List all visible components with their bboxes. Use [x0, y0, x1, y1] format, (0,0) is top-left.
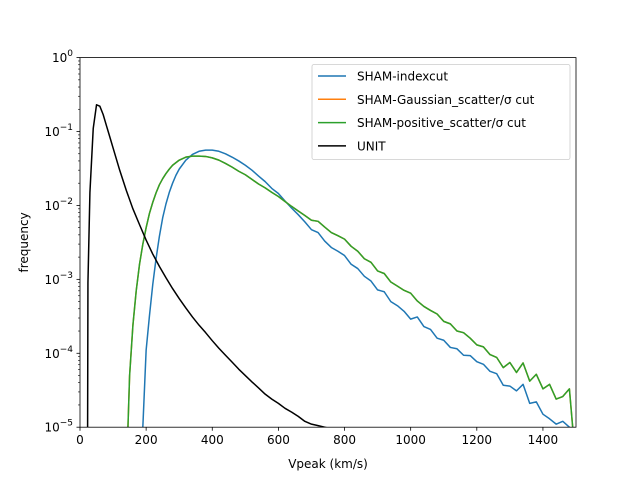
y-tick-label: 10−4 — [44, 345, 73, 361]
legend-label-2: SHAM-positive_scatter/σ cut — [357, 116, 526, 130]
series-line-2 — [127, 155, 574, 428]
x-axis-label: Vpeak (km/s) — [288, 457, 368, 471]
y-tick-label: 10−1 — [44, 123, 73, 139]
x-tick-label: 600 — [267, 433, 290, 447]
y-tick-label: 100 — [52, 49, 73, 65]
legend-frame — [311, 64, 571, 160]
legend-label-0: SHAM-indexcut — [357, 70, 448, 84]
x-axis-ticks: 0 200 400 600 800 1000 1200 1400 — [76, 427, 558, 447]
plot-frame — [79, 57, 577, 428]
x-tick-label: 0 — [76, 433, 84, 447]
series-layer — [86, 104, 574, 428]
y-tick-label: 10−3 — [44, 271, 73, 287]
x-tick-label: 1400 — [528, 433, 559, 447]
x-tick-label: 200 — [135, 433, 158, 447]
y-axis-label: frequency — [17, 212, 31, 272]
y-tick-label: 10−2 — [44, 197, 73, 213]
y-tick-label: 10−5 — [44, 419, 73, 435]
x-tick-label: 1000 — [395, 433, 426, 447]
series-line-3 — [86, 104, 328, 428]
x-tick-label: 1200 — [462, 433, 493, 447]
series-line-0 — [142, 149, 571, 428]
legend-label-3: UNIT — [357, 139, 386, 153]
y-axis-ticks: 100 10−1 10−2 10−3 10−4 10−5 — [44, 49, 80, 435]
legend-label-1: SHAM-Gaussian_scatter/σ cut — [357, 93, 535, 107]
legend: SHAM-indexcut SHAM-Gaussian_scatter/σ cut… — [311, 64, 571, 160]
x-tick-label: 400 — [201, 433, 224, 447]
x-tick-label: 800 — [333, 433, 356, 447]
